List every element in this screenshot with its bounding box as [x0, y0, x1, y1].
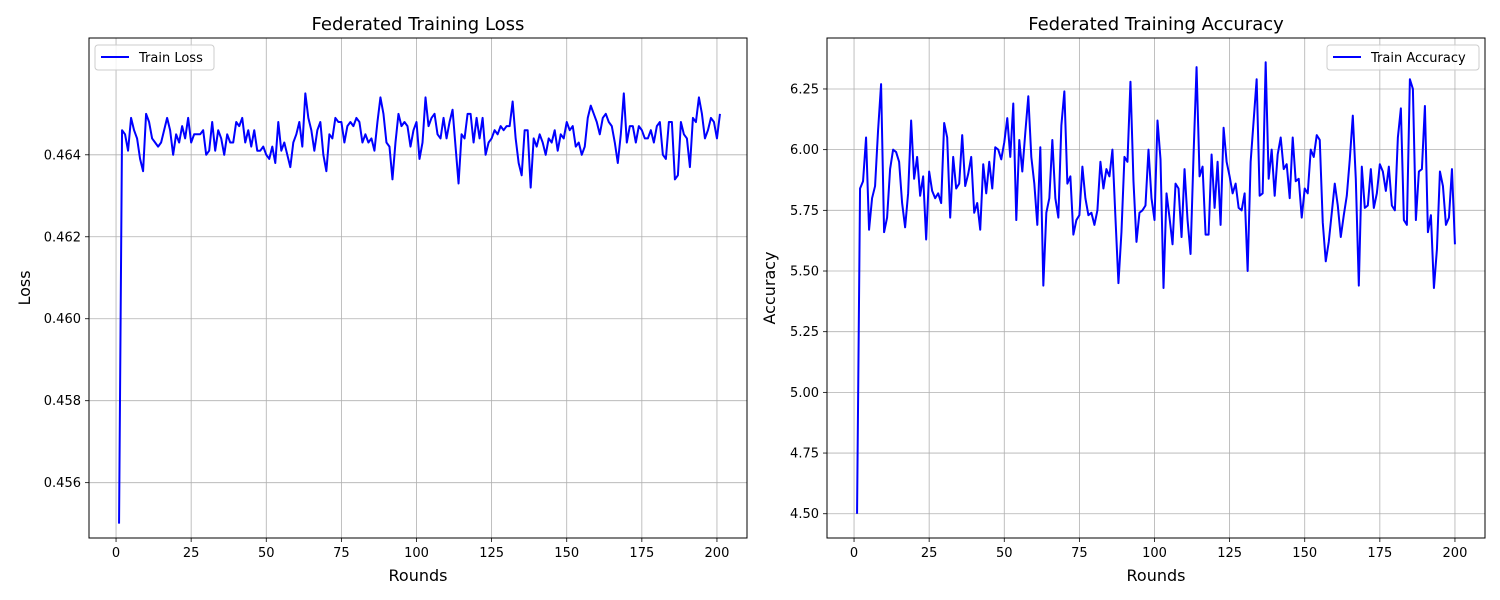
- loss-y-tick-label: 0.458: [44, 394, 81, 409]
- loss-legend-box: [94, 44, 215, 71]
- loss-x-tick-label: 50: [258, 546, 275, 561]
- loss-x-axis-label: Rounds: [389, 566, 448, 585]
- accuracy-x-tick-label: 200: [1443, 546, 1468, 561]
- accuracy-x-tick-label: 100: [1142, 546, 1167, 561]
- accuracy-y-tick-label: 5.00: [790, 386, 819, 401]
- accuracy-y-ticks: 4.50 4.75 5.00 5.25 5.50 5.75 6.00 6.25: [790, 82, 827, 522]
- accuracy-x-tick-label: 150: [1292, 546, 1317, 561]
- accuracy-chart-title: Federated Training Accuracy: [1028, 14, 1284, 35]
- loss-y-tick-label: 0.464: [44, 148, 81, 163]
- accuracy-x-tick-label: 175: [1367, 546, 1392, 561]
- accuracy-x-axis-label: Rounds: [1127, 566, 1186, 585]
- loss-y-tick-label: 0.462: [44, 230, 81, 245]
- accuracy-y-tick-label: 4.50: [790, 507, 819, 522]
- accuracy-y-axis-label: Accuracy: [760, 251, 779, 324]
- loss-x-tick-label: 175: [629, 546, 654, 561]
- loss-y-tick-label: 0.460: [44, 312, 81, 327]
- accuracy-chart-panel: Federated Training Accuracy Rounds Accur…: [760, 14, 1486, 585]
- loss-x-tick-label: 25: [183, 546, 200, 561]
- loss-y-ticks: 0.456 0.458 0.460 0.462 0.464: [44, 148, 89, 491]
- accuracy-y-tick-label: 5.50: [790, 265, 819, 280]
- loss-x-tick-label: 0: [112, 546, 120, 561]
- accuracy-y-tick-label: 4.75: [790, 447, 819, 462]
- loss-x-tick-label: 125: [479, 546, 504, 561]
- loss-x-tick-label: 200: [705, 546, 730, 561]
- accuracy-x-tick-label: 50: [996, 546, 1013, 561]
- loss-x-tick-label: 100: [404, 546, 429, 561]
- accuracy-y-tick-label: 6.00: [790, 143, 819, 158]
- accuracy-x-tick-label: 25: [921, 546, 938, 561]
- loss-series-line: [118, 92, 721, 524]
- accuracy-legend-label: Train Accuracy: [1370, 51, 1466, 66]
- accuracy-axes-frame: [826, 37, 1486, 539]
- loss-y-tick-label: 0.456: [44, 476, 81, 491]
- accuracy-x-tick-label: 125: [1217, 546, 1242, 561]
- loss-chart-title: Federated Training Loss: [312, 14, 525, 35]
- accuracy-legend-box: [1326, 44, 1480, 71]
- loss-x-ticks: 0 25 50 75 100 125 150 175 200: [112, 538, 729, 561]
- loss-legend: Train Loss: [94, 44, 215, 71]
- loss-y-axis-label: Loss: [15, 270, 34, 305]
- accuracy-series-line: [856, 61, 1456, 514]
- accuracy-y-tick-label: 5.75: [790, 204, 819, 219]
- accuracy-x-tick-label: 75: [1071, 546, 1088, 561]
- loss-x-tick-label: 150: [554, 546, 579, 561]
- loss-series: [118, 92, 721, 524]
- loss-chart-panel: Federated Training Loss Rounds Loss 0 25 5…: [15, 14, 748, 585]
- loss-x-tick-label: 75: [333, 546, 350, 561]
- accuracy-series: [856, 61, 1456, 514]
- accuracy-x-ticks: 0 25 50 75 100 125 150 175 200: [850, 538, 1467, 561]
- accuracy-x-tick-label: 0: [850, 546, 858, 561]
- accuracy-y-tick-label: 6.25: [790, 82, 819, 97]
- accuracy-y-tick-label: 5.25: [790, 325, 819, 340]
- loss-axes-frame: [88, 37, 748, 539]
- accuracy-legend: Train Accuracy: [1326, 44, 1480, 71]
- loss-legend-label: Train Loss: [138, 51, 203, 66]
